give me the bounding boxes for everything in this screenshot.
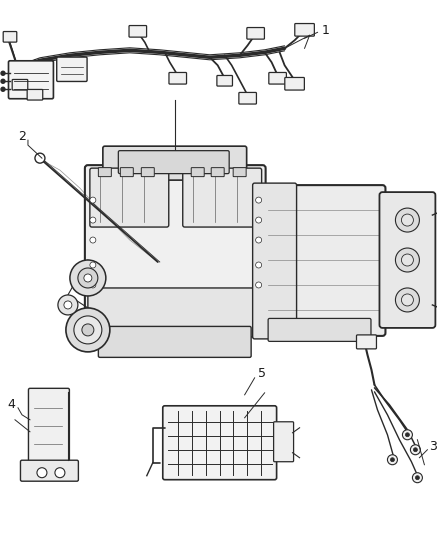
Circle shape bbox=[410, 445, 420, 455]
Circle shape bbox=[413, 473, 422, 483]
FancyBboxPatch shape bbox=[129, 26, 147, 37]
FancyBboxPatch shape bbox=[217, 76, 233, 86]
Circle shape bbox=[90, 262, 96, 268]
FancyBboxPatch shape bbox=[357, 335, 377, 349]
Circle shape bbox=[90, 217, 96, 223]
Text: 2: 2 bbox=[18, 130, 26, 143]
Circle shape bbox=[90, 237, 96, 243]
Circle shape bbox=[390, 458, 395, 462]
Circle shape bbox=[396, 248, 420, 272]
FancyBboxPatch shape bbox=[274, 422, 293, 462]
Circle shape bbox=[406, 433, 410, 437]
FancyBboxPatch shape bbox=[85, 165, 265, 336]
FancyBboxPatch shape bbox=[260, 185, 385, 336]
Circle shape bbox=[90, 197, 96, 203]
FancyBboxPatch shape bbox=[379, 192, 435, 328]
Circle shape bbox=[78, 268, 98, 288]
Circle shape bbox=[1, 79, 5, 83]
Circle shape bbox=[256, 217, 261, 223]
Circle shape bbox=[256, 197, 261, 203]
Circle shape bbox=[396, 208, 420, 232]
Circle shape bbox=[90, 282, 96, 288]
Text: 4: 4 bbox=[7, 398, 15, 411]
FancyBboxPatch shape bbox=[163, 406, 277, 480]
Circle shape bbox=[35, 153, 45, 163]
Circle shape bbox=[388, 455, 397, 465]
Circle shape bbox=[256, 237, 261, 243]
FancyBboxPatch shape bbox=[169, 72, 187, 84]
FancyBboxPatch shape bbox=[99, 326, 251, 357]
Circle shape bbox=[256, 262, 261, 268]
FancyBboxPatch shape bbox=[57, 57, 87, 82]
FancyBboxPatch shape bbox=[295, 23, 314, 36]
Circle shape bbox=[70, 260, 106, 296]
Circle shape bbox=[413, 448, 417, 452]
Circle shape bbox=[82, 324, 94, 336]
Circle shape bbox=[402, 254, 413, 266]
Circle shape bbox=[1, 71, 5, 75]
FancyBboxPatch shape bbox=[8, 61, 53, 99]
Text: 1: 1 bbox=[321, 24, 329, 37]
FancyBboxPatch shape bbox=[239, 92, 256, 104]
Circle shape bbox=[396, 288, 420, 312]
Circle shape bbox=[58, 295, 78, 315]
FancyBboxPatch shape bbox=[99, 168, 111, 176]
FancyBboxPatch shape bbox=[285, 77, 304, 90]
Text: 5: 5 bbox=[258, 367, 265, 381]
Circle shape bbox=[55, 468, 65, 478]
Circle shape bbox=[84, 274, 92, 282]
Circle shape bbox=[74, 316, 102, 344]
Circle shape bbox=[64, 301, 72, 309]
FancyBboxPatch shape bbox=[28, 389, 69, 476]
FancyBboxPatch shape bbox=[120, 168, 133, 176]
Circle shape bbox=[1, 87, 5, 91]
FancyBboxPatch shape bbox=[90, 168, 169, 227]
Circle shape bbox=[66, 308, 110, 352]
Circle shape bbox=[37, 468, 47, 478]
FancyBboxPatch shape bbox=[118, 151, 229, 174]
FancyBboxPatch shape bbox=[3, 31, 17, 42]
FancyBboxPatch shape bbox=[247, 28, 265, 39]
FancyBboxPatch shape bbox=[211, 168, 224, 176]
Circle shape bbox=[403, 430, 413, 440]
FancyBboxPatch shape bbox=[21, 460, 78, 481]
FancyBboxPatch shape bbox=[27, 90, 43, 100]
FancyBboxPatch shape bbox=[253, 183, 297, 339]
FancyBboxPatch shape bbox=[269, 72, 286, 84]
FancyBboxPatch shape bbox=[268, 318, 371, 342]
FancyBboxPatch shape bbox=[183, 168, 261, 227]
Text: 3: 3 bbox=[429, 440, 437, 453]
Circle shape bbox=[256, 282, 261, 288]
FancyBboxPatch shape bbox=[12, 79, 28, 90]
FancyBboxPatch shape bbox=[233, 168, 246, 176]
Circle shape bbox=[402, 294, 413, 306]
FancyBboxPatch shape bbox=[141, 168, 154, 176]
FancyBboxPatch shape bbox=[88, 288, 261, 337]
Circle shape bbox=[415, 476, 420, 480]
FancyBboxPatch shape bbox=[191, 168, 204, 176]
FancyBboxPatch shape bbox=[103, 146, 247, 180]
Circle shape bbox=[402, 214, 413, 226]
